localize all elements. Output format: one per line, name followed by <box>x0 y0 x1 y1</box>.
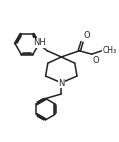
Text: O: O <box>93 56 99 65</box>
Text: N: N <box>58 79 64 88</box>
Text: CH₃: CH₃ <box>102 46 116 55</box>
Text: NH: NH <box>33 38 46 47</box>
Text: O: O <box>84 31 90 40</box>
